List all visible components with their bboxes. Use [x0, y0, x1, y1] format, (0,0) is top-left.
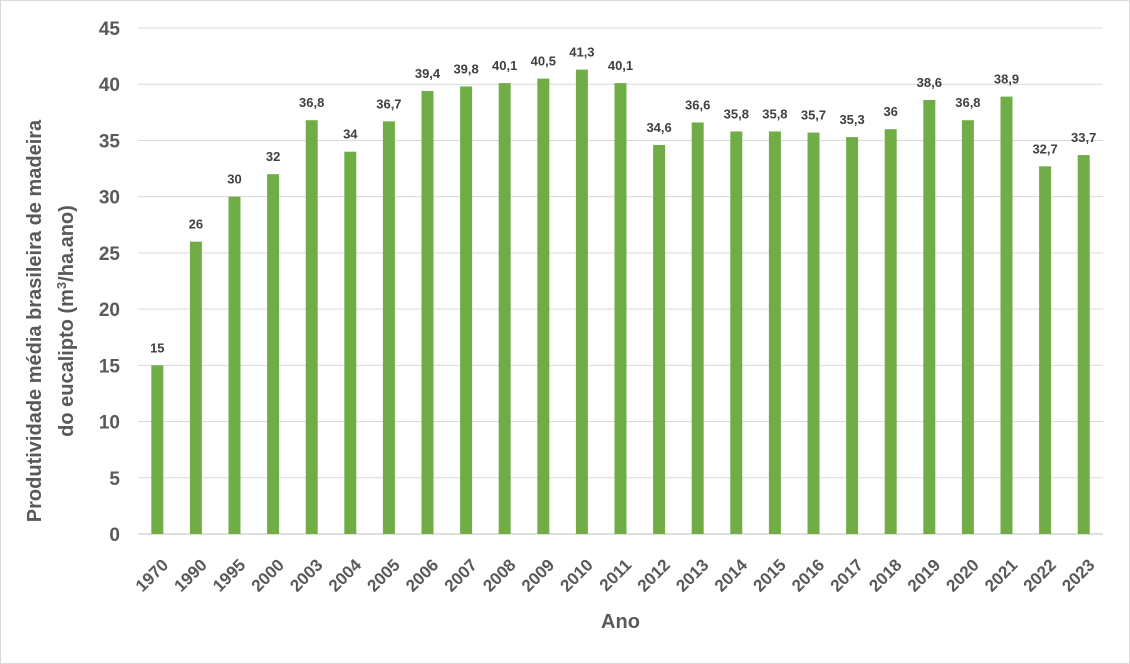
data-label: 36,6: [685, 97, 710, 112]
bars: [151, 69, 1090, 535]
data-label: 38,6: [917, 75, 942, 90]
bar: [344, 151, 357, 534]
y-tick-label: 20: [99, 300, 120, 321]
y-axis-title: Produtividade média brasileira de madeir…: [24, 119, 78, 522]
y-axis-title-line-2: do eucalipto (m3/ha.ano): [54, 205, 79, 437]
y-tick-label: 45: [99, 19, 121, 40]
bar: [575, 69, 588, 535]
x-tick-label: 2003: [286, 555, 326, 595]
data-label: 32: [266, 149, 280, 164]
y-tick-label: 15: [99, 356, 121, 377]
x-tick-label: 2000: [248, 555, 288, 595]
data-label: 35,8: [724, 106, 749, 121]
x-tick-label: 2005: [364, 555, 404, 595]
x-tick-label: 2014: [711, 555, 752, 596]
data-label: 36,8: [299, 95, 324, 110]
x-tick-label: 2016: [788, 555, 828, 595]
bar: [421, 90, 434, 535]
bar: [846, 137, 859, 534]
x-tick-label: 2015: [750, 555, 790, 595]
data-label: 33,7: [1071, 130, 1096, 145]
x-tick-label: 2013: [672, 555, 712, 595]
bar: [267, 174, 280, 534]
y-axis-title-suffix: /ha.ano): [56, 205, 78, 282]
y-tick-label: 30: [99, 188, 120, 209]
bar: [923, 99, 936, 534]
x-tick-label: 2007: [441, 555, 481, 595]
data-label: 40,5: [531, 54, 556, 69]
data-label: 30: [227, 172, 241, 187]
x-tick-label: 1990: [171, 555, 211, 595]
x-axis-title: Ano: [601, 611, 640, 633]
y-tick-label: 5: [109, 469, 120, 490]
bar: [498, 83, 511, 534]
x-tick-label: 2019: [904, 555, 944, 595]
bar: [653, 144, 666, 535]
x-tick-label: 2008: [479, 555, 519, 595]
data-label: 15: [150, 340, 164, 355]
bar: [730, 131, 743, 534]
bar: [189, 241, 202, 534]
bar: [807, 132, 820, 534]
data-label: 40,1: [492, 58, 517, 73]
y-axis-title-prefix: do eucalipto (m: [56, 289, 78, 437]
data-label: 39,8: [453, 61, 478, 76]
y-axis-title-superscript: 3: [54, 282, 69, 289]
bar: [961, 120, 974, 535]
data-label: 32,7: [1032, 141, 1057, 156]
x-tick-label: 2011: [596, 555, 636, 595]
bar: [884, 129, 897, 534]
bar: [1000, 96, 1013, 534]
x-tick-label: 2010: [557, 555, 597, 595]
data-label: 36,7: [376, 96, 401, 111]
y-tick-label: 40: [99, 75, 120, 96]
x-tick-label: 1970: [132, 555, 172, 595]
data-label: 35,7: [801, 108, 826, 123]
y-axis-ticks: 0 5 10 15 20 25 30 35 40 45: [99, 19, 121, 546]
x-tick-label: 2009: [518, 555, 558, 595]
x-tick-label: 2012: [634, 555, 674, 595]
data-label: 35,8: [762, 106, 787, 121]
y-tick-label: 10: [99, 413, 120, 434]
bar: [228, 196, 241, 534]
x-tick-label: 2004: [325, 555, 366, 596]
data-label: 26: [189, 217, 203, 232]
data-label: 39,4: [415, 66, 441, 81]
bar: [305, 120, 318, 535]
y-tick-label: 0: [109, 525, 120, 546]
bar: [1077, 155, 1090, 534]
data-label: 41,3: [569, 45, 594, 60]
data-label: 40,1: [608, 58, 633, 73]
bar: [382, 121, 395, 534]
bar: [768, 131, 781, 534]
bar: [151, 365, 164, 534]
x-tick-label: 1995: [209, 555, 249, 595]
y-tick-label: 35: [99, 131, 121, 152]
x-tick-label: 2022: [1020, 555, 1060, 595]
x-tick-label: 2018: [865, 555, 905, 595]
data-label: 36: [883, 104, 897, 119]
data-label: 38,9: [994, 72, 1019, 87]
x-tick-label: 2017: [827, 555, 867, 595]
x-tick-label: 2023: [1058, 555, 1098, 595]
bar: [691, 122, 704, 534]
bar: [537, 78, 550, 534]
x-axis-ticks: 1970199019952000200320042005200620072008…: [132, 555, 1099, 596]
data-label: 36,8: [955, 95, 980, 110]
bar: [460, 86, 473, 535]
bar: [1039, 166, 1052, 534]
y-axis-title-line-1: Produtividade média brasileira de madeir…: [24, 119, 46, 522]
data-labels: 15 26 30 32 36,8 34 36,7 39,4 39,8 40,1 40,5 41,3 40…: [150, 45, 1096, 356]
data-label: 35,3: [839, 112, 864, 127]
x-tick-label: 2021: [981, 555, 1021, 595]
x-tick-label: 2006: [402, 555, 442, 595]
bar: [614, 83, 627, 534]
y-tick-label: 25: [99, 244, 121, 265]
data-label: 34,6: [646, 120, 671, 135]
data-label: 34: [343, 127, 358, 142]
x-tick-label: 2020: [943, 555, 983, 595]
